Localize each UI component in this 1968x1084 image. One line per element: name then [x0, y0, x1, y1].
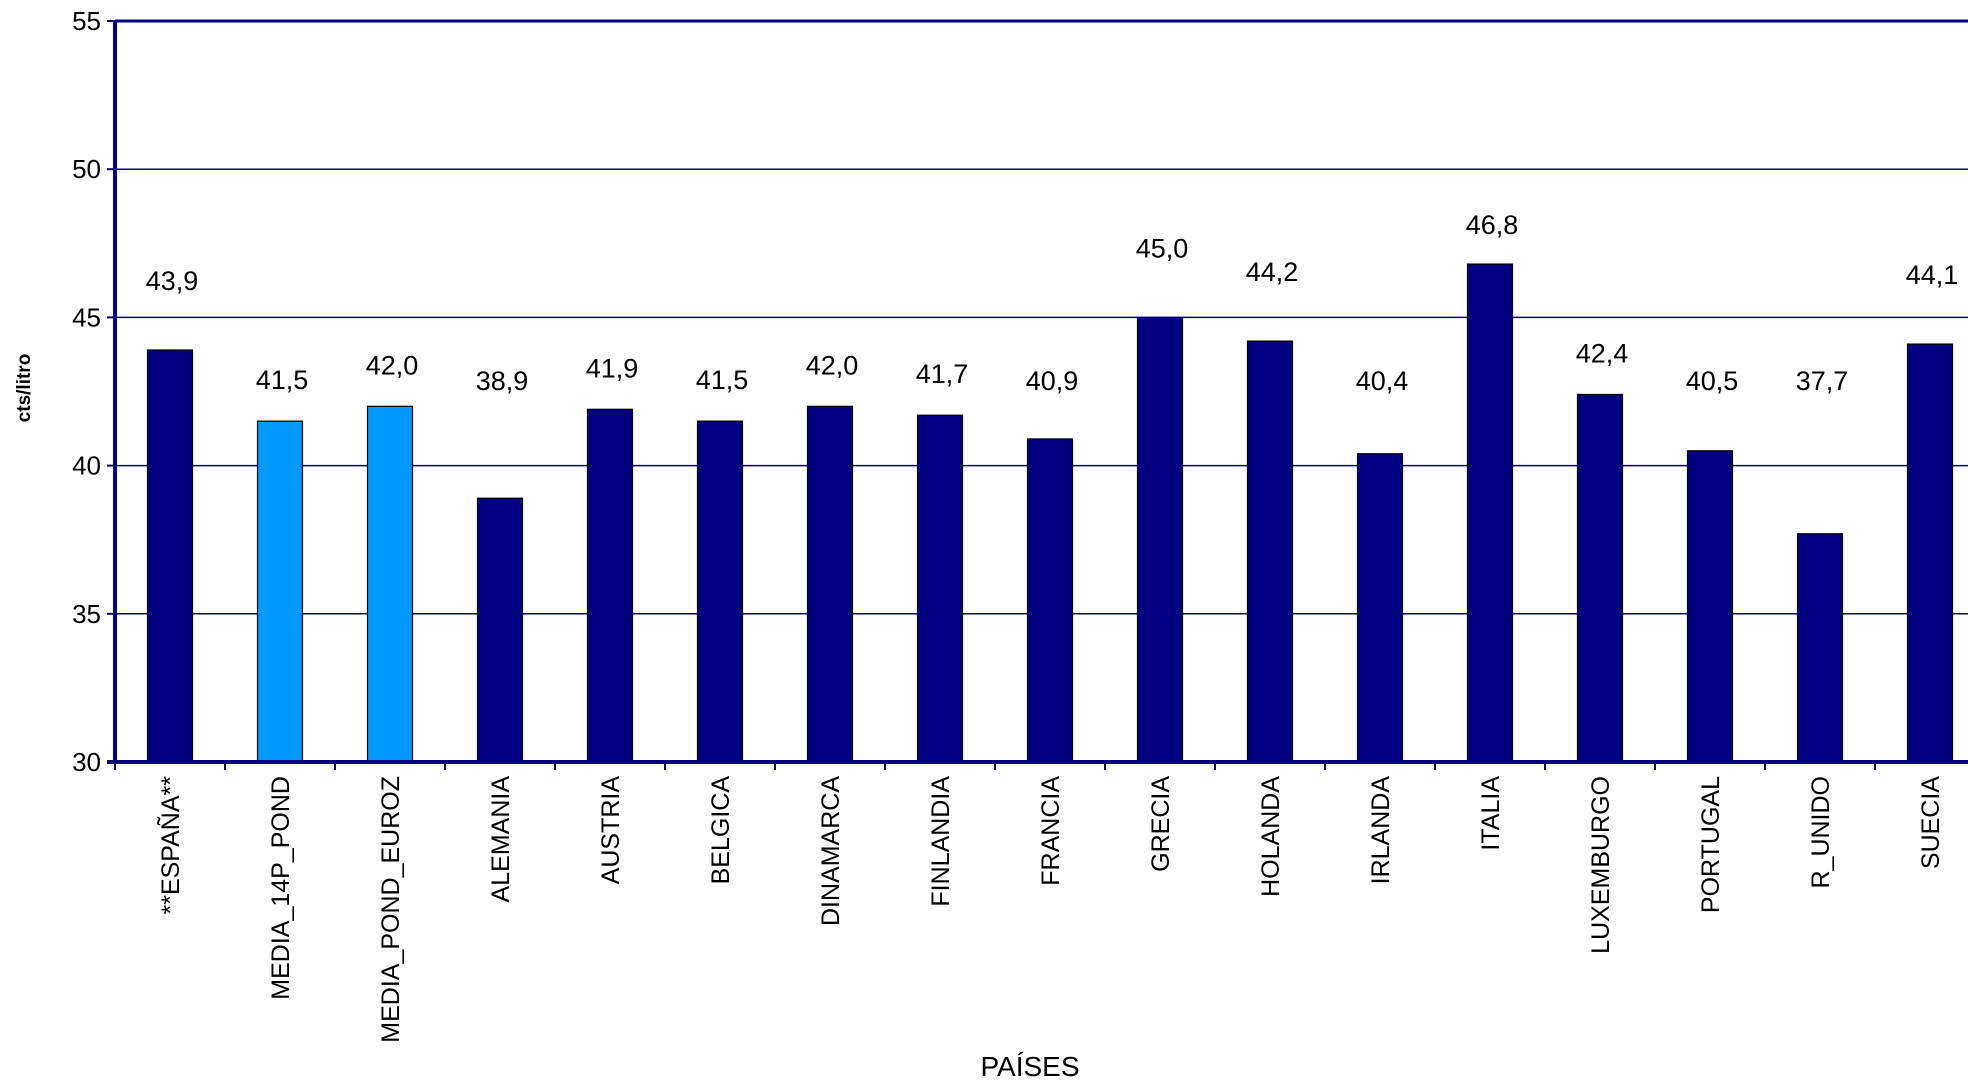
bar [1796, 533, 1844, 763]
data-label: 40,9 [1026, 366, 1079, 396]
bar [696, 420, 744, 763]
bar [1026, 438, 1074, 763]
x-axis-label: PAÍSES [980, 1051, 1079, 1082]
value-labels: 43,9 41,5 42,0 38,9 41,9 41,5 42,0 41,7 40,9 45,0… [146, 210, 1959, 396]
category-label: SUECIA [1917, 776, 1945, 869]
data-label: 42,4 [1576, 338, 1629, 368]
category-label: DINAMARCA [817, 776, 845, 926]
bar [806, 405, 854, 763]
category-label: **ESPAÑA** [156, 776, 185, 915]
y-tick-label: 35 [72, 599, 101, 629]
category-labels: **ESPAÑA** MEDIA_14P_POND MEDIA_POND_EUROZ… [156, 776, 1945, 1043]
data-label: 44,1 [1906, 260, 1959, 290]
data-label: 42,0 [366, 350, 419, 380]
category-label: LUXEMBURGO [1587, 776, 1615, 954]
y-tick-label: 45 [72, 302, 101, 332]
data-label: 42,0 [806, 350, 859, 380]
bar [916, 414, 964, 763]
data-label: 41,7 [916, 359, 969, 389]
bar [1356, 453, 1404, 763]
data-label: 41,9 [586, 353, 639, 383]
y-tick-label: 50 [72, 154, 101, 184]
data-label: 40,5 [1686, 366, 1739, 396]
data-label: 44,2 [1246, 257, 1299, 287]
data-label: 41,5 [256, 365, 309, 395]
bars [146, 263, 1954, 763]
y-tick-label: 40 [72, 451, 101, 481]
gridlines [115, 19, 1968, 615]
data-label: 45,0 [1136, 233, 1189, 263]
data-label: 38,9 [476, 366, 529, 396]
bar [1576, 393, 1624, 763]
bar [1246, 340, 1294, 763]
category-label: IRLANDA [1367, 776, 1395, 885]
bar [1466, 263, 1514, 763]
y-tick-label: 55 [72, 6, 101, 36]
bar [1686, 450, 1734, 763]
category-label: PORTUGAL [1697, 776, 1725, 913]
data-label: 41,5 [696, 365, 749, 395]
category-label: AUSTRIA [597, 776, 625, 885]
data-label: 46,8 [1466, 210, 1519, 240]
y-tick-label: 30 [72, 747, 101, 777]
bar [1136, 316, 1184, 763]
bar [366, 405, 414, 763]
category-label: FRANCIA [1037, 776, 1065, 886]
category-label: BELGICA [707, 776, 735, 885]
axes [107, 20, 1968, 770]
data-label: 37,7 [1796, 366, 1849, 396]
category-label: ITALIA [1477, 776, 1505, 851]
bar [586, 408, 634, 763]
bar [1906, 343, 1954, 763]
data-label: 40,4 [1356, 366, 1409, 396]
category-label: HOLANDA [1257, 776, 1285, 897]
category-label: R_UNIDO [1807, 776, 1835, 889]
bar [146, 349, 194, 763]
category-label: MEDIA_14P_POND [267, 776, 295, 1000]
bar [476, 497, 524, 763]
category-label: GRECIA [1147, 776, 1175, 872]
y-tick-labels: 30 35 40 45 50 55 [72, 6, 101, 777]
y-axis-label: cts/litro [14, 354, 35, 423]
bar [256, 420, 304, 763]
category-label: MEDIA_POND_EUROZ [377, 776, 405, 1043]
category-label: FINLANDIA [927, 776, 955, 907]
data-label: 43,9 [146, 266, 199, 296]
category-label: ALEMANIA [487, 776, 515, 903]
